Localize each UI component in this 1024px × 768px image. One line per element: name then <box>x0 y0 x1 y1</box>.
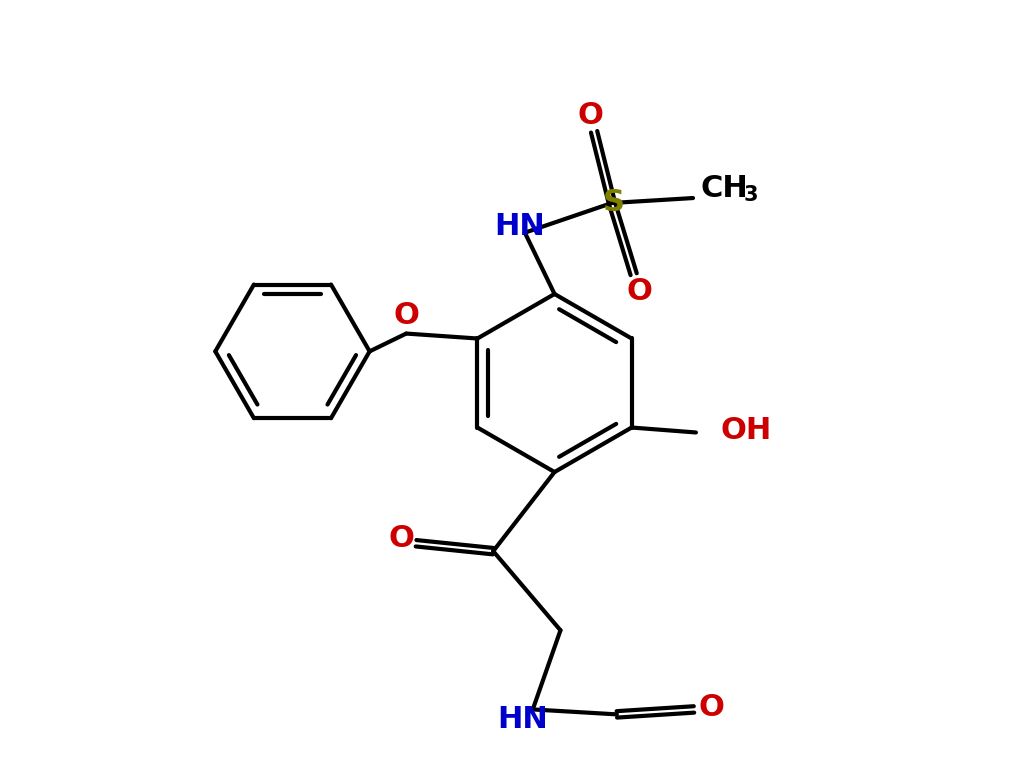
Text: HN: HN <box>495 212 546 241</box>
Text: O: O <box>627 276 652 306</box>
Text: S: S <box>603 188 625 217</box>
Text: 3: 3 <box>743 185 758 205</box>
Text: O: O <box>698 693 725 722</box>
Text: O: O <box>393 301 419 330</box>
Text: O: O <box>388 524 414 553</box>
Text: OH: OH <box>721 416 772 445</box>
Text: CH: CH <box>700 174 749 203</box>
Text: HN: HN <box>498 705 548 733</box>
Text: O: O <box>578 101 603 131</box>
